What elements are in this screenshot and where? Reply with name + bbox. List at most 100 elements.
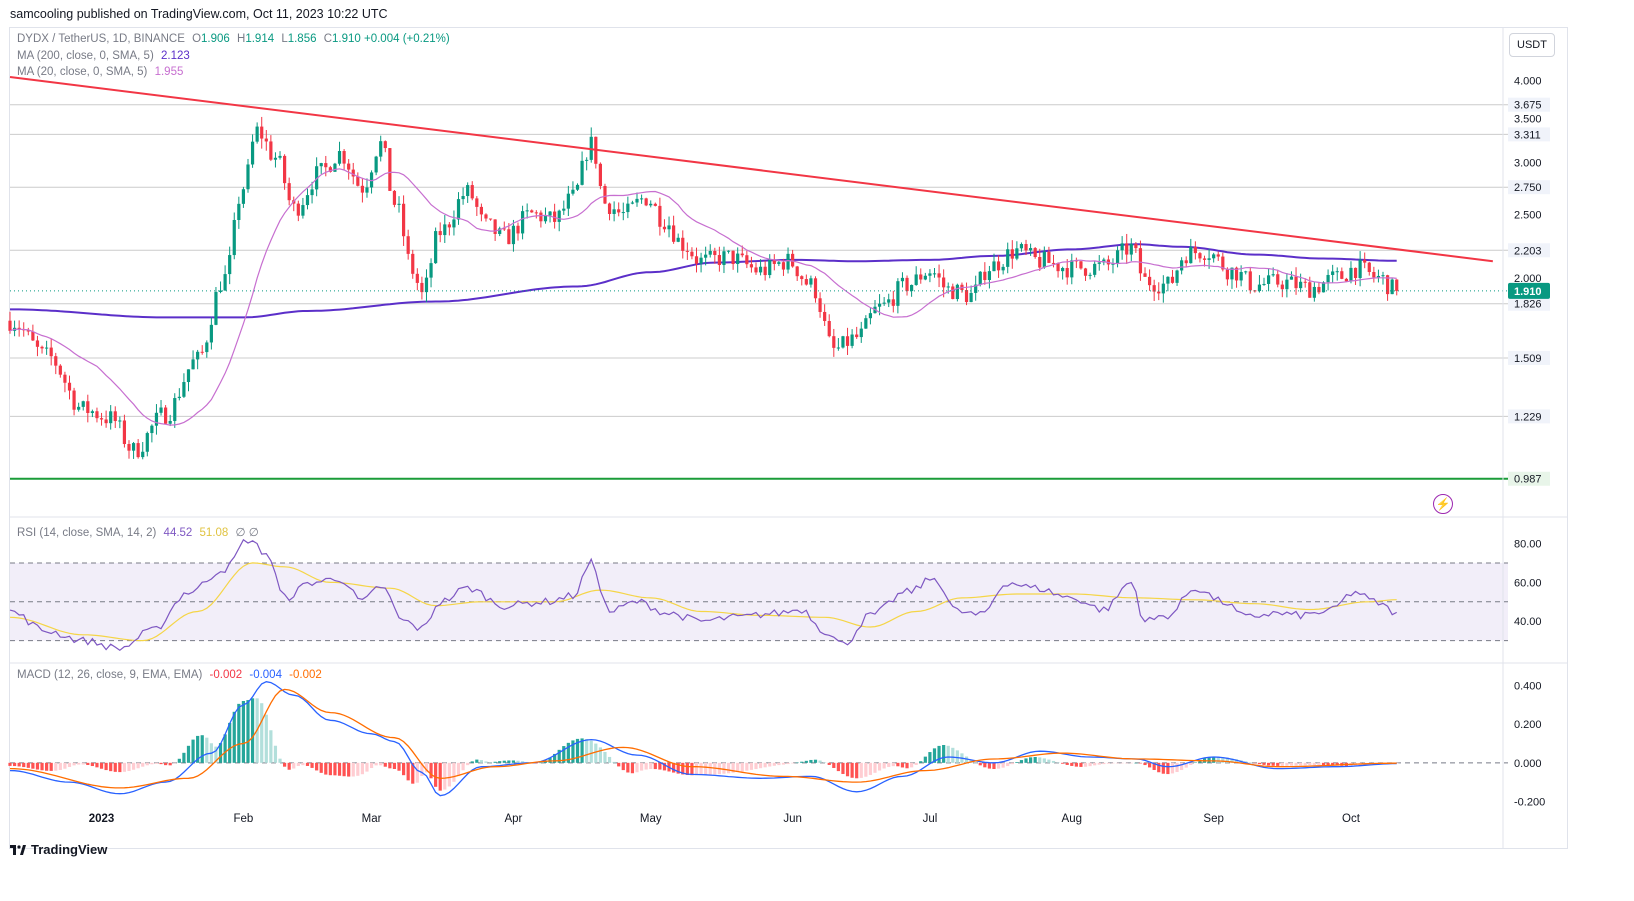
candle[interactable] <box>145 431 149 457</box>
candle[interactable] <box>310 181 314 204</box>
candle[interactable] <box>127 440 131 459</box>
candle[interactable] <box>1344 277 1348 282</box>
candle[interactable] <box>81 400 85 411</box>
candle[interactable] <box>484 213 488 222</box>
candle[interactable] <box>791 249 795 268</box>
candle[interactable] <box>488 218 493 221</box>
candle[interactable] <box>365 178 369 198</box>
candle[interactable] <box>644 197 648 207</box>
candle[interactable] <box>205 340 209 358</box>
candle[interactable] <box>1180 257 1184 275</box>
candle[interactable] <box>1335 267 1339 281</box>
candle[interactable] <box>31 324 35 341</box>
candle[interactable] <box>49 338 53 366</box>
candle[interactable] <box>855 326 859 339</box>
candle[interactable] <box>1129 238 1133 262</box>
candle[interactable] <box>731 250 735 270</box>
candle[interactable] <box>813 276 818 303</box>
candle[interactable] <box>1212 252 1216 263</box>
candle[interactable] <box>1111 258 1115 274</box>
candle[interactable] <box>626 196 630 219</box>
candle[interactable] <box>461 187 465 205</box>
candle[interactable] <box>278 151 282 160</box>
candle[interactable] <box>850 329 854 349</box>
candle[interactable] <box>768 254 772 279</box>
candle[interactable] <box>896 278 900 314</box>
candle[interactable] <box>1198 251 1202 263</box>
candle[interactable] <box>232 212 236 260</box>
candle[interactable] <box>401 195 406 246</box>
candle[interactable] <box>292 196 296 212</box>
candle[interactable] <box>594 136 598 169</box>
candle[interactable] <box>520 205 525 240</box>
candle[interactable] <box>1047 246 1051 264</box>
candle[interactable] <box>685 242 689 260</box>
candle[interactable] <box>1138 240 1143 281</box>
candle[interactable] <box>424 269 429 303</box>
candle[interactable] <box>704 246 708 266</box>
candle[interactable] <box>1070 253 1074 285</box>
candle[interactable] <box>617 202 621 217</box>
candle[interactable] <box>8 311 12 334</box>
candle[interactable] <box>818 292 822 318</box>
signal-line[interactable] <box>9 688 1397 789</box>
candle[interactable] <box>1170 269 1175 284</box>
candle[interactable] <box>580 151 584 186</box>
candle[interactable] <box>173 393 177 428</box>
candle[interactable] <box>150 424 154 443</box>
candle[interactable] <box>118 416 122 429</box>
candle[interactable] <box>1006 242 1010 274</box>
candle[interactable] <box>250 134 255 168</box>
candle[interactable] <box>1202 255 1207 267</box>
candle[interactable] <box>1115 246 1120 268</box>
candle[interactable] <box>136 439 140 459</box>
candle[interactable] <box>836 338 840 351</box>
candle[interactable] <box>763 260 767 281</box>
candle[interactable] <box>415 268 419 291</box>
candle[interactable] <box>255 122 259 144</box>
candle[interactable] <box>562 200 566 215</box>
candle[interactable] <box>749 256 754 273</box>
candle[interactable] <box>12 320 17 337</box>
candle[interactable] <box>241 186 246 208</box>
candle[interactable] <box>493 219 497 241</box>
candle[interactable] <box>1079 261 1083 270</box>
candle[interactable] <box>379 135 383 162</box>
candle[interactable] <box>1120 236 1124 260</box>
candle[interactable] <box>1038 248 1042 271</box>
candle[interactable] <box>1395 279 1399 296</box>
candle[interactable] <box>369 170 374 194</box>
ma200-line[interactable] <box>10 243 1397 319</box>
candle[interactable] <box>1083 267 1088 281</box>
candle[interactable] <box>223 265 227 291</box>
candle[interactable] <box>86 394 90 423</box>
candle[interactable] <box>1353 267 1358 285</box>
ma20-legend[interactable]: MA (20, close, 0, SMA, 5) 1.955 <box>17 66 183 78</box>
candle[interactable] <box>452 210 456 236</box>
candle[interactable] <box>1125 233 1129 264</box>
candle[interactable] <box>1175 269 1179 286</box>
candle[interactable] <box>479 203 483 222</box>
candle[interactable] <box>397 196 401 213</box>
candle[interactable] <box>58 364 62 378</box>
candle[interactable] <box>296 200 300 222</box>
candle[interactable] <box>557 209 561 232</box>
candle[interactable] <box>40 345 44 354</box>
candle[interactable] <box>342 149 346 171</box>
candle[interactable] <box>99 412 104 426</box>
candle[interactable] <box>1317 282 1321 295</box>
candle[interactable] <box>845 327 850 355</box>
candle[interactable] <box>882 297 886 306</box>
candle[interactable] <box>1097 255 1101 271</box>
candle[interactable] <box>269 135 273 162</box>
candle[interactable] <box>237 196 241 229</box>
candle[interactable] <box>113 406 117 428</box>
candle[interactable] <box>736 247 740 273</box>
candle[interactable] <box>1262 277 1266 286</box>
candle[interactable] <box>868 308 873 325</box>
candle[interactable] <box>1248 267 1252 294</box>
candle[interactable] <box>287 177 291 206</box>
candle[interactable] <box>35 335 40 357</box>
candle[interactable] <box>1285 272 1289 298</box>
candle[interactable] <box>1340 267 1344 280</box>
